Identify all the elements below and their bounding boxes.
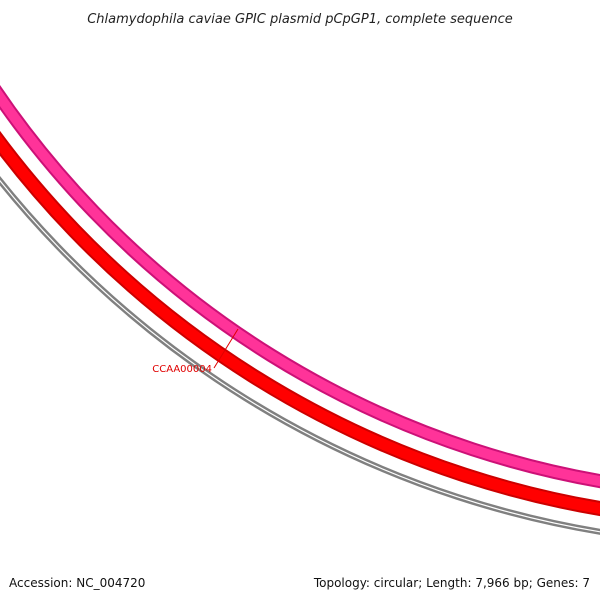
feature-labels: CCAA00004 <box>152 328 239 375</box>
feature-leader-line <box>213 328 239 369</box>
genome-summary-text: Topology: circular; Length: 7,966 bp; Ge… <box>313 576 590 590</box>
tracks <box>0 0 600 545</box>
backbone-track-highlight <box>0 0 600 545</box>
gene-track <box>0 134 600 515</box>
accession-text: Accession: NC_004720 <box>9 576 146 590</box>
cds-track <box>0 88 600 487</box>
gene-track-outline <box>0 130 600 517</box>
feature-label[interactable]: CCAA00004 <box>152 364 212 375</box>
map-title: Chlamydophila caviae GPIC plasmid pCpGP1… <box>87 12 513 27</box>
